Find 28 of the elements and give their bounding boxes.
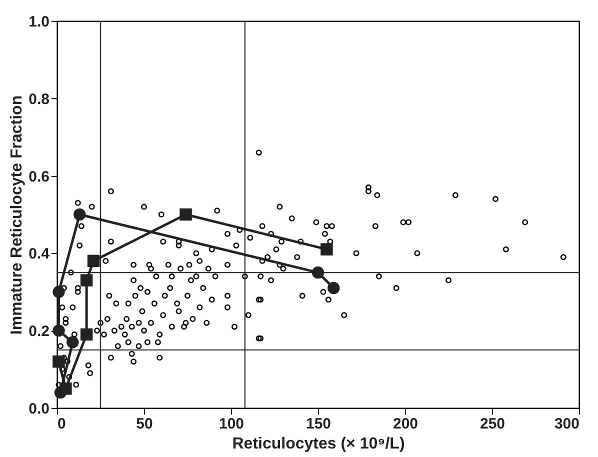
point bbox=[180, 208, 192, 221]
x-tick-label: 250 bbox=[480, 416, 506, 432]
y-tick-label: 1.0 bbox=[28, 14, 50, 30]
point bbox=[52, 355, 65, 368]
point bbox=[66, 336, 79, 348]
y-tick-label: 0.8 bbox=[28, 90, 50, 108]
point bbox=[52, 324, 65, 337]
point bbox=[80, 328, 93, 341]
y-tick-label: 0.6 bbox=[28, 168, 50, 186]
point bbox=[320, 243, 333, 256]
x-tick-label: 300 bbox=[554, 416, 580, 432]
x-tick-label: 150 bbox=[306, 416, 332, 432]
point bbox=[328, 282, 340, 294]
x-tick-label: 50 bbox=[136, 416, 153, 432]
x-axis-title: Reticulocytes (× 10⁹/L) bbox=[232, 436, 405, 452]
point bbox=[52, 286, 65, 298]
y-axis-title: Immature Reticulocyte Fraction bbox=[8, 95, 26, 335]
y-tick-label: 0.2 bbox=[28, 323, 50, 340]
x-tick-label: 100 bbox=[218, 416, 244, 432]
point bbox=[312, 266, 324, 279]
x-tick-label: 0 bbox=[58, 416, 66, 432]
point bbox=[80, 274, 93, 286]
x-tick-label: 200 bbox=[392, 416, 418, 432]
point bbox=[60, 382, 72, 395]
y-tick-label: 0.0 bbox=[28, 400, 50, 418]
point bbox=[87, 254, 100, 268]
y-tick-label: 0.4 bbox=[28, 246, 50, 263]
point bbox=[73, 208, 86, 221]
